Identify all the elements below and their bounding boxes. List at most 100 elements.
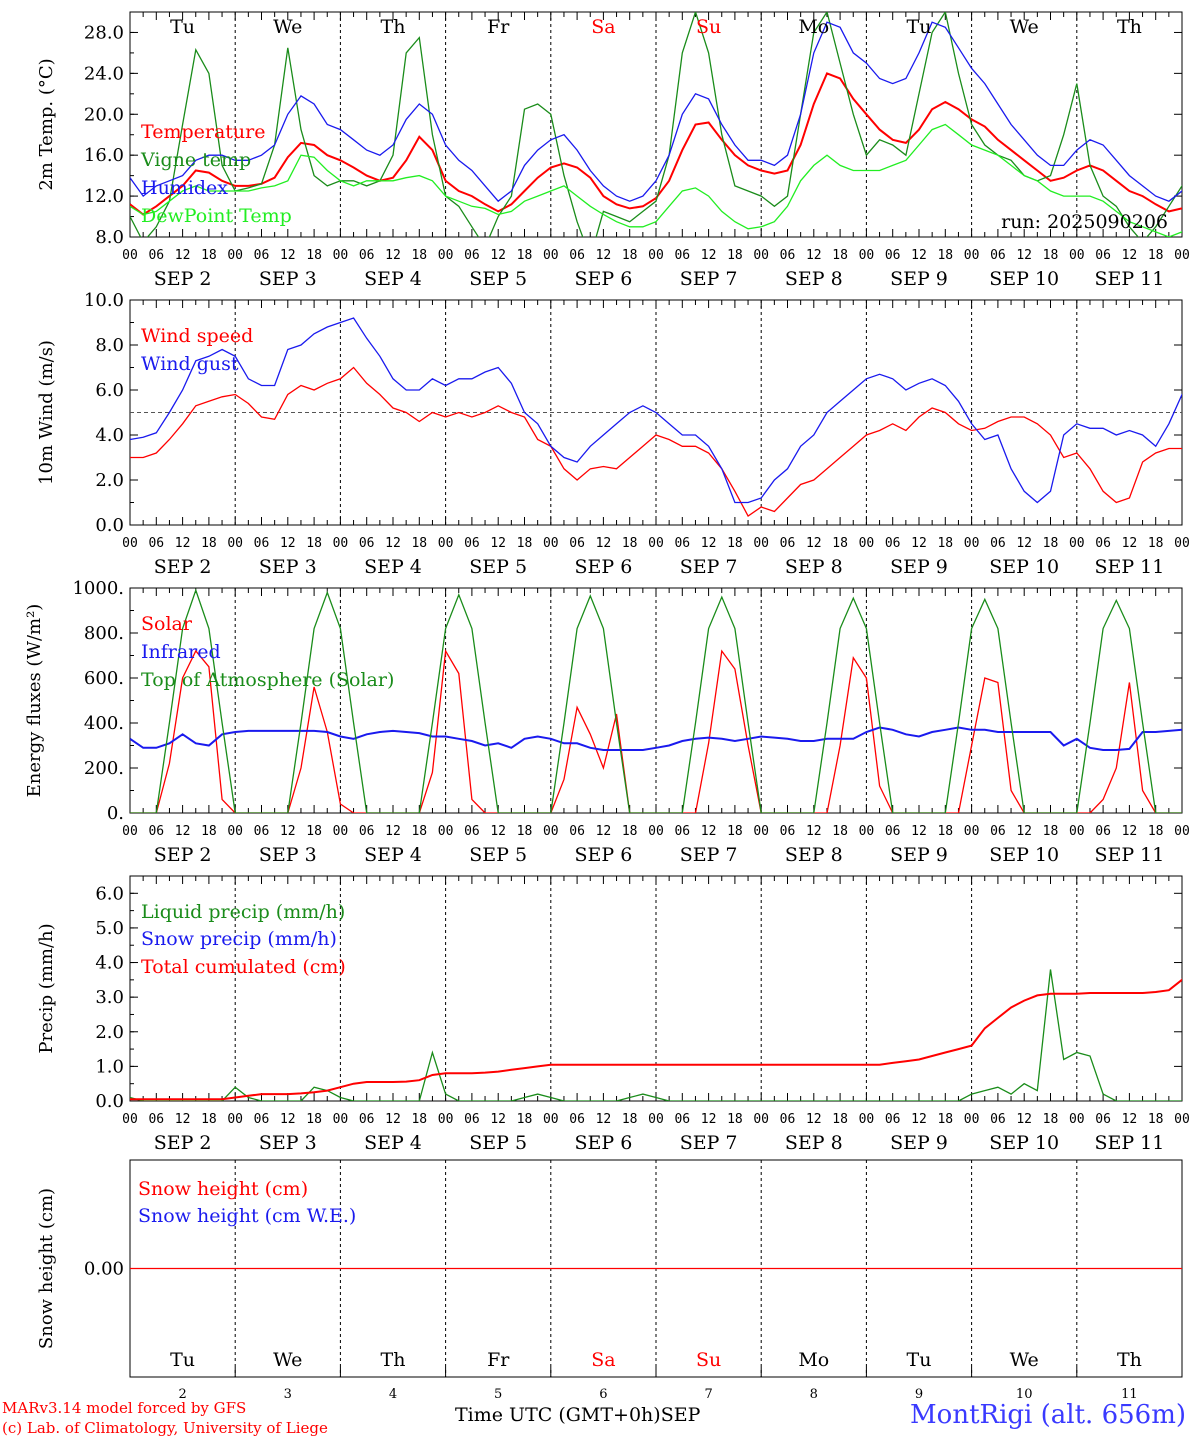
legend-entry-1: Vigne temp [140, 149, 251, 171]
y-tick-label: 1.0 [95, 1056, 124, 1077]
day-number: 10 [1016, 1387, 1033, 1402]
legend-entry-0: Liquid precip (mm/h) [141, 901, 345, 923]
y-tick-label: 10.0 [84, 290, 124, 311]
hour-label: 12 [490, 248, 506, 263]
hour-label: 00 [964, 1112, 980, 1127]
hour-label: 00 [122, 248, 138, 263]
hour-label: 00 [122, 824, 138, 839]
hour-label: 06 [254, 1112, 270, 1127]
day-label: SEP 2 [154, 1132, 212, 1154]
panel-wind: 0.0 2.0 4.0 6.0 8.0 10.0 10m Wind (m/s) Wind sp… [36, 290, 1190, 578]
day-label: SEP 11 [1094, 556, 1164, 578]
hour-label: 06 [990, 824, 1006, 839]
hour-label: 12 [280, 1112, 296, 1127]
hour-label: 18 [1148, 1112, 1164, 1127]
hour-label: 18 [201, 536, 217, 551]
day-label: SEP 9 [890, 556, 948, 578]
day-label: SEP 6 [574, 268, 632, 290]
y-tick-label: 200. [84, 758, 124, 779]
day-label: SEP 11 [1094, 268, 1164, 290]
day-label: SEP 10 [989, 268, 1059, 290]
hour-label: 18 [306, 248, 322, 263]
series-line-2 [130, 588, 1182, 813]
y-tick-label: 24.0 [84, 63, 124, 84]
hour-label: 12 [806, 536, 822, 551]
hour-label: 06 [359, 248, 375, 263]
y-tick-label: 4.0 [95, 425, 124, 446]
day-label: SEP 7 [680, 844, 738, 866]
hour-label: 06 [1095, 248, 1111, 263]
hour-label: 00 [859, 536, 875, 551]
hour-label: 06 [569, 1112, 585, 1127]
weekday-label: Mo [798, 1349, 829, 1371]
hour-label: 00 [1069, 824, 1085, 839]
legend-entry-0: Wind speed [141, 325, 253, 347]
hour-label: 18 [201, 1112, 217, 1127]
hour-label: 18 [622, 248, 638, 263]
series-line-0 [130, 72, 1182, 216]
run-annotation: run: 2025090206 [1001, 211, 1168, 233]
time-axis-title: Time UTC (GMT+0h)SEP [455, 1404, 700, 1426]
credit-line-1: MARv3.14 model forced by GFS [2, 1399, 247, 1417]
hour-label: 00 [227, 536, 243, 551]
hour-label: 00 [333, 248, 349, 263]
y-axis-label: Snow height (cm) [36, 1188, 57, 1349]
hour-label: 06 [569, 248, 585, 263]
hour-label: 18 [1043, 1112, 1059, 1127]
hour-label: 18 [1043, 248, 1059, 263]
day-label: SEP 11 [1094, 844, 1164, 866]
hour-label: 18 [1148, 536, 1164, 551]
hour-label: 18 [411, 1112, 427, 1127]
hour-label: 06 [569, 824, 585, 839]
hour-label: 00 [333, 536, 349, 551]
panel-frame [129, 587, 1183, 814]
day-number: 9 [915, 1387, 923, 1402]
hour-label: 18 [411, 536, 427, 551]
hour-label: 12 [385, 536, 401, 551]
weekday-label: Sa [591, 1349, 615, 1371]
y-axis-label: Precip (mm/h) [36, 923, 57, 1053]
hour-label: 12 [280, 536, 296, 551]
hour-label: 18 [1148, 248, 1164, 263]
hour-label: 06 [780, 536, 796, 551]
weekday-label: Mo [798, 16, 829, 38]
weekday-label: Sa [591, 16, 615, 38]
day-number: 4 [389, 1387, 397, 1402]
hour-label: 12 [911, 536, 927, 551]
day-label: SEP 2 [154, 844, 212, 866]
hour-label: 00 [964, 248, 980, 263]
hour-label: 18 [411, 824, 427, 839]
hour-label: 00 [753, 824, 769, 839]
panel-precip: 0.0 1.0 2.0 3.0 4.0 5.0 6.0 Precip (mm/h) Liquid… [36, 875, 1190, 1154]
hour-label: 18 [1148, 824, 1164, 839]
hour-label: 18 [622, 824, 638, 839]
hour-label: 18 [937, 1112, 953, 1127]
day-label: SEP 4 [364, 268, 422, 290]
legend-entry-1: Snow height (cm W.E.) [138, 1205, 356, 1227]
hour-label: 00 [543, 536, 559, 551]
hour-label: 12 [1016, 824, 1032, 839]
hour-label: 00 [122, 536, 138, 551]
hour-label: 12 [490, 1112, 506, 1127]
hour-label: 12 [596, 248, 612, 263]
y-tick-label: 3.0 [95, 987, 124, 1008]
hour-label: 06 [148, 248, 164, 263]
legend-entry-1: Wind gust [141, 353, 239, 375]
hour-label: 00 [753, 248, 769, 263]
weekday-label: We [1010, 1349, 1039, 1371]
series-group [130, 12, 1182, 237]
hour-label: 00 [227, 824, 243, 839]
weekday-label: Th [381, 16, 406, 38]
hour-label: 00 [859, 824, 875, 839]
hour-label: 06 [885, 824, 901, 839]
y-tick-label: 1000. [72, 578, 124, 599]
hour-label: 12 [701, 824, 717, 839]
series-line-2 [130, 21, 1182, 203]
hour-label: 00 [648, 1112, 664, 1127]
weekday-label: We [273, 1349, 302, 1371]
panel-frame [129, 11, 1183, 238]
hour-label: 00 [438, 536, 454, 551]
hour-label: 18 [517, 248, 533, 263]
day-label: SEP 3 [259, 268, 317, 290]
day-label: SEP 6 [574, 556, 632, 578]
